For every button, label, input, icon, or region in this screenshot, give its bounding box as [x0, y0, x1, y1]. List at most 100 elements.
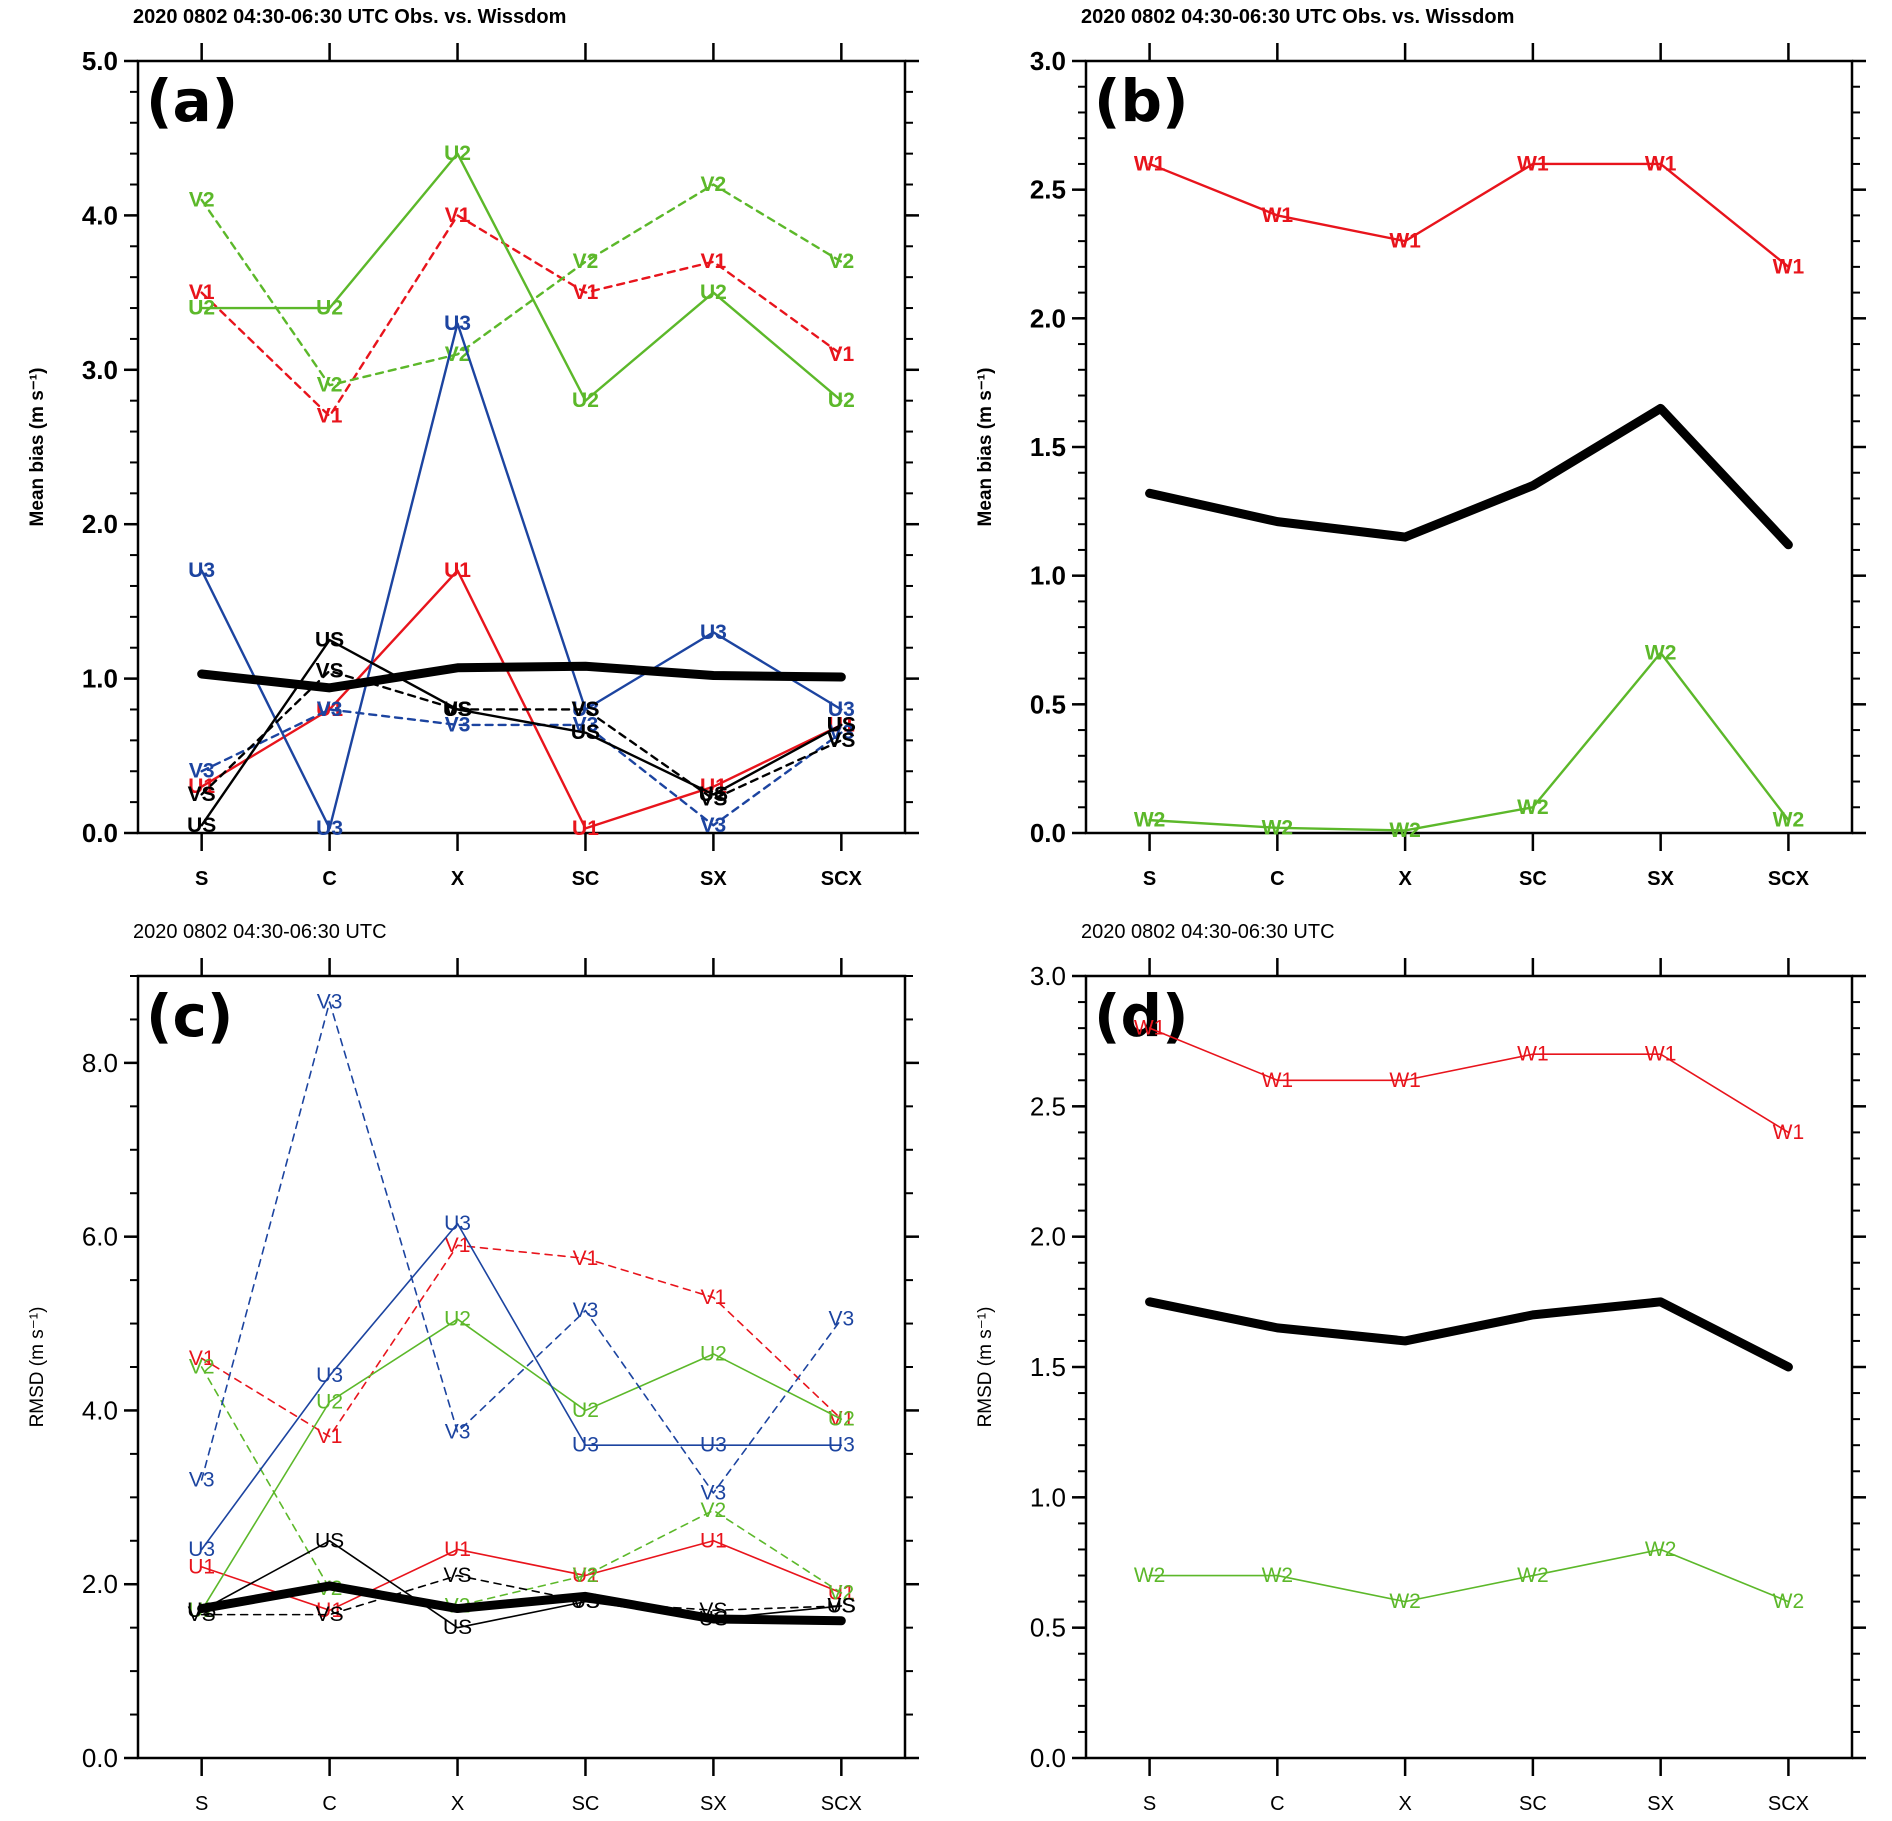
data-point-v3: V3	[445, 1421, 471, 1444]
x-tick-label: SCX	[821, 868, 863, 890]
x-tick-label: SCX	[1768, 868, 1810, 890]
x-tick-label: SX	[700, 868, 727, 890]
data-point-v3: V3	[189, 1468, 215, 1491]
series-line-u2	[200, 152, 843, 402]
data-point-u1: U1	[444, 559, 471, 582]
data-point-v2: V2	[828, 250, 854, 273]
y-tick-label: 2.0	[82, 509, 118, 539]
data-point-u2: U2	[572, 389, 599, 412]
x-tick-label: SX	[700, 1793, 727, 1815]
panel-a: 2020 0802 04:30-06:30 UTC Obs. vs. Wissd…	[27, 6, 919, 890]
y-tick-label: 4.0	[82, 200, 118, 230]
x-tick-label: X	[451, 868, 465, 890]
data-point-v3: V3	[573, 1299, 599, 1322]
data-point-w2: W2	[1517, 1564, 1549, 1587]
data-point-w2: W2	[1134, 809, 1166, 832]
data-point-v2: V2	[189, 1356, 215, 1379]
x-tick-label: C	[322, 868, 336, 890]
data-point-v1: V1	[701, 1286, 727, 1309]
data-point-us: US	[827, 713, 856, 736]
data-point-v3: V3	[445, 713, 471, 736]
data-point-v3: V3	[828, 1308, 854, 1331]
y-tick-label: 2.5	[1030, 175, 1066, 205]
series-line-v1	[200, 1244, 843, 1438]
data-point-w2: W2	[1262, 816, 1294, 839]
data-point-w1: W1	[1517, 152, 1549, 175]
data-point-vs: VS	[316, 659, 344, 682]
y-axis-label: Mean bias (m s⁻¹)	[975, 368, 996, 527]
y-tick-label: 4.0	[82, 1395, 118, 1425]
data-point-v1: V1	[445, 1234, 471, 1257]
y-tick-label: 0.0	[82, 1743, 118, 1773]
data-point-v1: V1	[445, 204, 471, 227]
data-point-vs: VS	[444, 698, 472, 721]
data-point-u1: U1	[188, 1555, 215, 1578]
x-tick-label: S	[1143, 868, 1156, 890]
data-point-u3: U3	[828, 1434, 855, 1457]
data-point-w1: W1	[1773, 255, 1805, 278]
series-line-u1	[200, 569, 843, 830]
data-point-vs: VS	[571, 698, 599, 721]
series-line-u1	[200, 1539, 843, 1612]
data-point-w2: W2	[1645, 1538, 1677, 1561]
series-line-vs	[200, 1574, 843, 1616]
series-line-w2	[1148, 651, 1790, 832]
y-axis-label: RMSD (m s⁻¹)	[975, 1307, 996, 1428]
data-point-w1: W1	[1645, 1043, 1677, 1066]
y-tick-label: 0.5	[1030, 689, 1066, 719]
data-point-v2: V2	[828, 1581, 854, 1604]
x-tick-label: S	[1143, 1793, 1156, 1815]
data-point-u2: U2	[316, 297, 343, 320]
data-point-w1: W1	[1389, 230, 1421, 253]
y-axis-label: RMSD (m s⁻¹)	[27, 1307, 48, 1428]
y-tick-label: 0.0	[1030, 818, 1066, 848]
data-point-u3: U3	[444, 312, 471, 335]
data-point-vs: VS	[699, 788, 727, 811]
data-point-v3: V3	[317, 698, 343, 721]
x-tick-label: S	[195, 868, 208, 890]
panel-title: 2020 0802 04:30-06:30 UTC Obs. vs. Wissd…	[133, 6, 566, 28]
panel-letter: (b)	[1094, 67, 1189, 135]
data-point-us: US	[699, 783, 728, 806]
data-point-u1: U1	[316, 1599, 343, 1622]
data-point-v3: V3	[701, 814, 727, 837]
data-point-w1: W1	[1773, 1121, 1805, 1144]
data-point-w2: W2	[1262, 1564, 1294, 1587]
data-point-us: US	[315, 1529, 344, 1552]
x-tick-label: SC	[1519, 1793, 1547, 1815]
y-tick-label: 8.0	[82, 1048, 118, 1078]
y-tick-label: 1.0	[1030, 1482, 1066, 1512]
data-point-u2: U2	[828, 1408, 855, 1431]
data-point-vs: VS	[188, 783, 216, 806]
data-point-u3: U3	[444, 1212, 471, 1235]
x-tick-label: S	[195, 1793, 208, 1815]
x-tick-label: SC	[572, 1793, 600, 1815]
panel-letter: (c)	[146, 982, 233, 1050]
data-point-u3: U3	[188, 1538, 215, 1561]
x-tick-label: C	[1270, 1793, 1284, 1815]
data-point-vs: VS	[827, 1594, 855, 1617]
data-point-u1: U1	[572, 817, 599, 840]
y-tick-label: 1.5	[1030, 1352, 1066, 1382]
panel-title: 2020 0802 04:30-06:30 UTC	[1081, 921, 1335, 943]
series-line-w1	[1148, 1027, 1790, 1134]
x-tick-label: SC	[1519, 868, 1547, 890]
x-tick-label: SX	[1647, 1793, 1674, 1815]
series-line-mean	[1145, 403, 1793, 550]
data-point-v1: V1	[317, 1425, 343, 1448]
data-point-u2: U2	[700, 1342, 727, 1365]
data-point-u3: U3	[828, 698, 855, 721]
data-point-u3: U3	[700, 1434, 727, 1457]
series-line-u3	[200, 322, 843, 830]
y-tick-label: 2.0	[1030, 1222, 1066, 1252]
y-tick-label: 1.0	[1030, 561, 1066, 591]
x-tick-label: C	[322, 1793, 336, 1815]
plot-frame	[136, 59, 907, 835]
panel-letter: (d)	[1094, 982, 1189, 1050]
data-point-v2: V2	[317, 374, 343, 397]
data-point-v1: V1	[828, 343, 854, 366]
data-point-u3: U3	[316, 1364, 343, 1387]
x-tick-label: SX	[1647, 868, 1674, 890]
series-line-vs	[200, 669, 843, 801]
